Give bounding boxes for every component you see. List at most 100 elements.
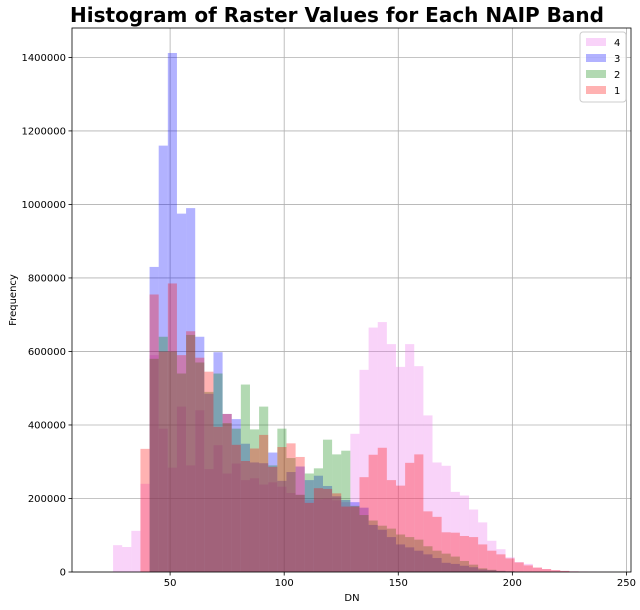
series-4-bars	[113, 322, 616, 572]
bar-band-4	[386, 344, 396, 572]
bar-band-1	[359, 477, 369, 572]
bar-band-1	[496, 554, 506, 572]
bar-band-4	[286, 492, 296, 572]
y-tick-label: 600000	[28, 347, 66, 358]
bar-band-4	[359, 369, 369, 572]
bar-band-1	[186, 331, 196, 572]
legend-swatch	[586, 54, 606, 62]
bar-band-4	[423, 415, 433, 572]
bar-band-2	[176, 373, 187, 572]
x-tick-label: 150	[389, 578, 408, 589]
bar-band-4	[158, 428, 168, 572]
bar-band-2	[496, 570, 506, 572]
bar-band-1	[350, 506, 360, 572]
bar-band-4	[304, 499, 314, 572]
bar-band-4	[487, 540, 497, 572]
legend-swatch	[586, 70, 606, 78]
bar-band-1	[395, 485, 406, 572]
bar-band-2	[277, 428, 287, 572]
bar-band-4	[505, 557, 515, 572]
bar-band-2	[395, 534, 406, 572]
bar-band-1	[286, 443, 296, 572]
bar-band-4	[204, 469, 214, 572]
bar-band-2	[186, 334, 196, 572]
bar-band-3	[487, 570, 497, 572]
bar-band-3	[259, 463, 269, 572]
bar-band-2	[432, 550, 442, 572]
bar-band-1	[532, 567, 543, 572]
bar-band-1	[523, 565, 533, 572]
bar-band-4	[277, 486, 287, 572]
bar-band-2	[286, 458, 296, 572]
bar-band-1	[505, 558, 515, 572]
bar-band-1	[332, 493, 342, 572]
bar-band-2	[469, 564, 479, 572]
bar-band-3	[295, 466, 305, 572]
bar-band-3	[322, 485, 333, 572]
y-tick-label: 200000	[28, 494, 66, 505]
bar-band-1	[195, 357, 205, 572]
bar-band-4	[514, 562, 524, 572]
legend-item: 4	[586, 38, 620, 49]
bar-band-3	[204, 393, 214, 572]
legend-item: 2	[586, 70, 620, 81]
bar-band-3	[313, 475, 323, 572]
bar-band-2	[377, 525, 387, 572]
bar-band-3	[158, 145, 168, 572]
bar-band-1	[405, 462, 415, 572]
bar-band-1	[432, 516, 442, 572]
bar-band-4	[313, 499, 323, 572]
bar-band-3	[395, 544, 406, 572]
bar-band-1	[295, 456, 305, 572]
bar-band-3	[350, 502, 360, 572]
bar-band-3	[386, 537, 396, 572]
bar-band-4	[295, 494, 305, 572]
bar-band-3	[450, 563, 460, 572]
y-tick-label: 800000	[28, 273, 66, 284]
bar-band-3	[213, 352, 223, 572]
bar-band-4	[140, 483, 150, 572]
bar-band-3	[240, 443, 250, 572]
legend-label: 4	[614, 38, 620, 49]
bar-band-3	[441, 562, 451, 572]
bar-band-3	[496, 570, 506, 572]
bar-band-4	[523, 563, 533, 572]
bar-band-3	[423, 554, 433, 572]
bar-band-2	[204, 391, 214, 572]
bar-band-2	[295, 494, 305, 572]
bar-band-2	[341, 450, 351, 572]
bar-band-2	[268, 465, 278, 572]
legend-label: 1	[614, 86, 620, 97]
bar-band-2	[240, 384, 250, 572]
bar-band-4	[268, 482, 278, 572]
bar-band-3	[368, 524, 378, 572]
bar-band-4	[532, 567, 543, 572]
series-2-bars	[149, 334, 570, 572]
bar-band-3	[195, 336, 205, 572]
x-tick-label: 250	[617, 578, 636, 589]
bar-band-2	[487, 569, 497, 572]
bar-band-3	[186, 208, 196, 573]
bar-band-4	[450, 491, 460, 572]
bar-band-4	[469, 509, 479, 572]
bar-band-1	[231, 444, 241, 572]
bar-band-2	[213, 373, 223, 572]
bar-band-2	[478, 568, 488, 572]
y-tick-label: 1200000	[21, 126, 66, 137]
bar-band-1	[213, 426, 223, 572]
x-tick-label: 50	[164, 578, 177, 589]
legend-item: 1	[586, 86, 620, 97]
bar-band-1	[204, 371, 214, 572]
bar-band-1	[514, 562, 524, 572]
bar-band-4	[432, 462, 442, 572]
bar-band-4	[259, 484, 269, 572]
y-axis-label: Frequency	[8, 274, 19, 326]
bar-band-3	[167, 52, 177, 573]
histogram-bars	[113, 52, 616, 573]
x-tick-label: 100	[275, 578, 294, 589]
bar-band-3	[222, 413, 232, 572]
bar-band-4	[213, 445, 223, 572]
bar-band-4	[122, 547, 132, 572]
bar-band-1	[277, 447, 287, 572]
bar-band-3	[459, 565, 470, 572]
